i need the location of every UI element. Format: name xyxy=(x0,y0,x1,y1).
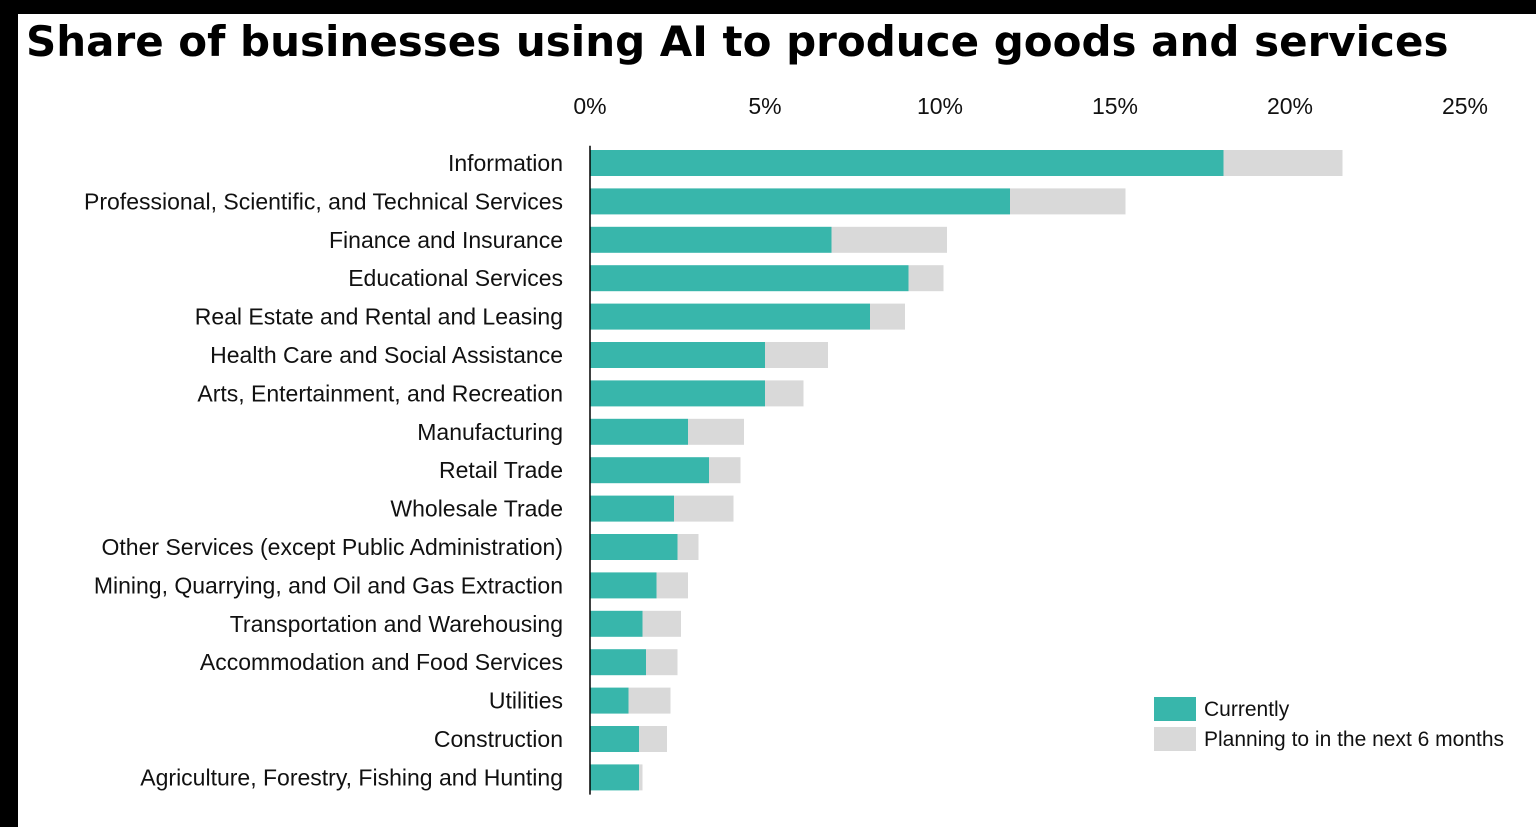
bar-planning xyxy=(656,572,688,599)
bar-planning xyxy=(674,495,734,522)
bar-currently xyxy=(590,726,639,752)
bars xyxy=(590,150,1343,791)
category-label: Retail Trade xyxy=(439,457,563,483)
x-tick-label: 25% xyxy=(1442,93,1488,119)
legend: Currently Planning to in the next 6 month… xyxy=(1154,697,1504,751)
category-label: Other Services (except Public Administra… xyxy=(102,534,563,560)
bar-planning xyxy=(831,226,947,253)
category-label: Information xyxy=(448,150,563,176)
bar-currently xyxy=(590,495,674,522)
category-label: Manufacturing xyxy=(417,419,563,445)
category-label: Professional, Scientific, and Technical … xyxy=(84,188,563,214)
bar-planning xyxy=(1010,188,1126,215)
category-label: Arts, Entertainment, and Recreation xyxy=(197,380,563,406)
category-label: Educational Services xyxy=(348,265,563,291)
chart-title: Share of businesses using AI to produce … xyxy=(26,17,1448,66)
bar-planning xyxy=(765,380,804,407)
bar-currently xyxy=(590,687,629,714)
bar-currently xyxy=(590,303,870,330)
x-tick-label: 20% xyxy=(1267,93,1313,119)
x-tick-label: 10% xyxy=(917,93,963,119)
x-tick-label: 0% xyxy=(573,93,606,119)
category-label: Transportation and Warehousing xyxy=(230,611,563,637)
bar-currently xyxy=(590,188,1010,215)
category-label: Construction xyxy=(434,726,563,752)
bar-planning xyxy=(642,610,681,637)
bar-planning xyxy=(908,265,944,292)
bar-currently xyxy=(590,649,646,676)
legend-label: Currently xyxy=(1204,698,1290,721)
category-label: Health Care and Social Assistance xyxy=(210,342,563,368)
x-tick-label: 5% xyxy=(748,93,781,119)
category-label: Accommodation and Food Services xyxy=(200,649,563,675)
bar-planning xyxy=(709,457,741,484)
bar-planning xyxy=(688,418,744,445)
legend-swatch xyxy=(1154,727,1196,751)
category-labels: Information Professional, Scientific, and… xyxy=(84,150,563,790)
category-label: Utilities xyxy=(489,688,563,714)
bar-planning xyxy=(1223,150,1343,176)
bar-currently xyxy=(590,764,639,791)
bar-planning xyxy=(870,303,905,330)
bar-currently xyxy=(590,418,688,445)
category-label: Wholesale Trade xyxy=(390,496,563,522)
bar-currently xyxy=(590,265,909,292)
bar-planning xyxy=(765,342,828,368)
category-label: Agriculture, Forestry, Fishing and Hunti… xyxy=(140,764,563,790)
bar-currently xyxy=(590,342,765,368)
legend-swatch xyxy=(1154,697,1196,721)
bar-planning xyxy=(646,649,678,676)
bar-currently xyxy=(590,610,643,637)
chart-canvas: Share of businesses using AI to produce … xyxy=(18,14,1536,827)
category-label: Real Estate and Rental and Leasing xyxy=(195,304,563,330)
bar-currently xyxy=(590,534,678,560)
bar-currently xyxy=(590,380,765,407)
bar-planning xyxy=(628,687,671,714)
bar-currently xyxy=(590,572,657,599)
x-tick-label: 15% xyxy=(1092,93,1138,119)
bar-planning xyxy=(639,726,667,752)
x-axis-ticks: 0% 5% 10% 15% 20% 25% xyxy=(573,93,1488,119)
bar-currently xyxy=(590,226,832,253)
bar-chart: Share of businesses using AI to produce … xyxy=(26,17,1504,795)
legend-label: Planning to in the next 6 months xyxy=(1204,728,1504,751)
category-label: Mining, Quarrying, and Oil and Gas Extra… xyxy=(94,572,563,598)
bar-currently xyxy=(590,457,709,484)
bar-planning xyxy=(639,764,643,791)
category-label: Finance and Insurance xyxy=(329,227,563,253)
bar-planning xyxy=(677,534,699,560)
bar-currently xyxy=(590,150,1224,176)
